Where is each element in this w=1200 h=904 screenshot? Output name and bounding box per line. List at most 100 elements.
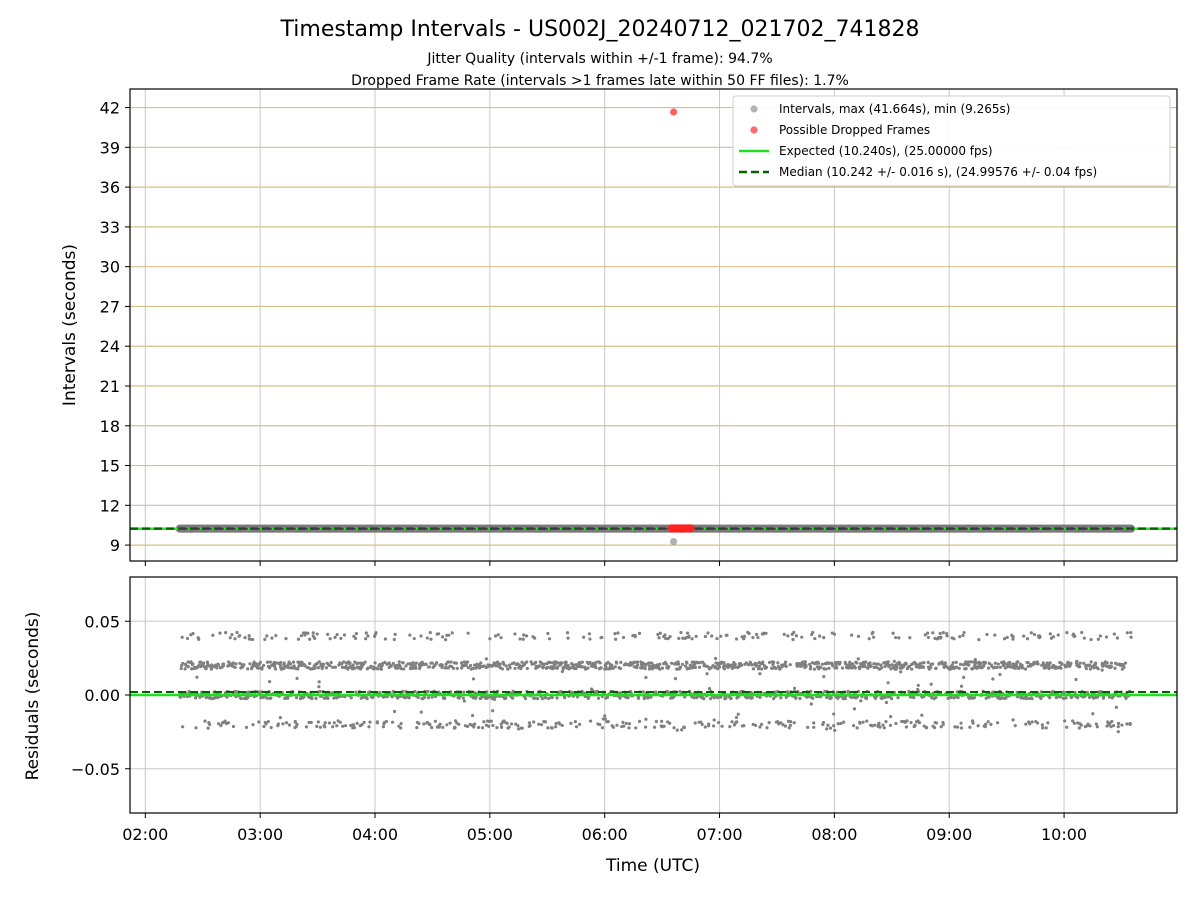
residual-point [574, 725, 579, 729]
residual-point [354, 690, 358, 694]
residual-point [884, 700, 889, 705]
residual-point [425, 636, 429, 640]
residual-point [262, 724, 266, 729]
residual-point [265, 660, 270, 664]
residual-point [934, 721, 939, 725]
residual-point [813, 636, 817, 641]
residual-point [672, 726, 676, 730]
residual-point [708, 697, 713, 701]
residual-point [352, 726, 357, 730]
residual-point [453, 725, 457, 730]
residual-point [221, 663, 226, 668]
residual-point [540, 696, 545, 701]
residual-point [1080, 630, 1084, 635]
residual-point [401, 661, 405, 665]
residual-point [528, 723, 532, 728]
residual-point [794, 696, 798, 700]
residual-point [1082, 661, 1086, 665]
residual-point [706, 631, 710, 635]
residual-point [758, 695, 762, 699]
residual-point [622, 724, 626, 728]
residual-point [818, 634, 822, 638]
residual-point [1011, 635, 1015, 639]
residual-point [496, 633, 500, 637]
top-plot-frame [129, 88, 1178, 562]
residual-point [707, 722, 711, 726]
residual-point [224, 631, 228, 635]
residual-point [238, 661, 242, 665]
residual-point [679, 630, 683, 635]
residual-point [539, 723, 544, 727]
residual-point [267, 679, 272, 684]
residual-point [932, 725, 937, 730]
residual-point [181, 725, 185, 729]
top-y-tick-label: 39 [100, 138, 120, 157]
residual-point [1123, 661, 1128, 665]
residual-point [867, 637, 871, 641]
residual-point [445, 723, 449, 727]
residual-point [916, 683, 920, 687]
residual-point [246, 695, 250, 699]
residual-point [1028, 722, 1032, 726]
residual-point [1030, 720, 1034, 724]
residual-point [824, 667, 828, 671]
residual-point [599, 666, 603, 670]
residual-point [368, 720, 372, 724]
residual-point [853, 666, 857, 670]
residual-point [642, 697, 646, 701]
residual-point [961, 633, 965, 638]
residual-point [331, 725, 335, 729]
residual-point [573, 719, 577, 724]
residual-point [909, 720, 913, 725]
residual-point [296, 637, 301, 641]
residual-point [918, 661, 922, 666]
bottom-y-axis-label: Residuals (seconds) [23, 612, 43, 781]
residual-point [610, 663, 614, 668]
residual-point [869, 664, 873, 668]
residual-point [353, 636, 358, 641]
residual-point [408, 633, 412, 637]
residual-point [316, 666, 320, 670]
residual-point [427, 665, 431, 669]
residual-point [1075, 659, 1079, 663]
residual-point [365, 697, 369, 701]
residual-point [251, 723, 255, 727]
residual-point [1035, 721, 1040, 725]
residual-point [598, 722, 602, 727]
residual-point [565, 631, 570, 635]
residual-point [323, 721, 327, 725]
residual-point [637, 631, 642, 635]
residual-point [349, 723, 353, 728]
residual-point [742, 724, 746, 728]
residual-point [239, 696, 243, 701]
residual-point [384, 719, 389, 724]
residual-point [767, 660, 772, 664]
residual-point [925, 725, 929, 730]
residual-point [855, 726, 859, 730]
residual-point [664, 662, 669, 666]
residual-point [578, 722, 582, 727]
residual-point [1027, 696, 1032, 701]
residual-point [964, 667, 968, 671]
residual-point [1013, 724, 1017, 728]
residual-point [803, 660, 807, 664]
residual-point [880, 666, 884, 670]
residual-point [781, 723, 785, 727]
residual-point [186, 665, 190, 669]
residual-point [547, 637, 552, 641]
residual-point [238, 634, 242, 638]
residual-point [582, 635, 586, 639]
residual-point [231, 724, 236, 729]
residual-point [682, 725, 687, 730]
residual-point [362, 720, 366, 724]
residual-point [180, 635, 184, 639]
residual-point [792, 630, 796, 634]
residual-point [709, 666, 713, 670]
residual-point [493, 634, 498, 638]
residual-point [764, 631, 768, 635]
residual-point [1095, 725, 1099, 729]
residual-point [1060, 662, 1064, 666]
residual-point [1029, 631, 1033, 635]
residual-point [644, 675, 648, 680]
residual-point [473, 722, 477, 726]
